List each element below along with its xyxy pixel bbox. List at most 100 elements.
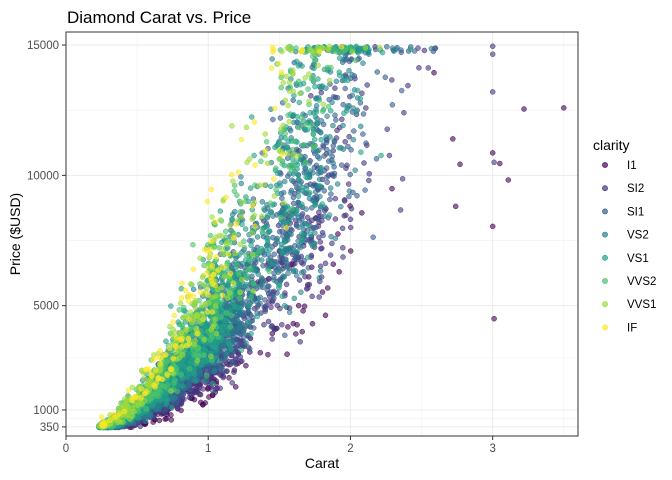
data-point — [264, 283, 271, 290]
data-point — [379, 49, 386, 56]
data-point — [285, 270, 291, 277]
data-point — [149, 377, 155, 384]
data-point — [264, 242, 270, 249]
data-point — [292, 248, 298, 254]
data-point — [249, 203, 256, 209]
data-point — [358, 149, 364, 155]
data-point — [330, 160, 336, 166]
data-point — [265, 276, 272, 282]
data-point — [318, 136, 324, 143]
data-point — [283, 220, 290, 226]
data-point — [296, 124, 303, 131]
data-point — [250, 280, 257, 287]
data-point — [347, 171, 353, 178]
data-point — [278, 126, 284, 133]
data-point — [457, 161, 463, 168]
data-point — [274, 302, 281, 309]
data-point — [205, 300, 212, 306]
data-point — [339, 225, 346, 232]
data-point — [168, 417, 175, 423]
data-point — [274, 239, 281, 245]
data-point — [267, 183, 274, 190]
data-point — [142, 418, 149, 424]
data-point — [246, 346, 253, 352]
data-point — [307, 110, 313, 116]
data-point — [293, 58, 300, 65]
data-point — [399, 176, 406, 182]
data-point — [334, 49, 340, 55]
data-point — [294, 207, 300, 214]
data-point — [264, 213, 271, 219]
data-point — [277, 182, 283, 189]
data-point — [296, 99, 303, 106]
data-point — [360, 60, 366, 66]
data-point — [299, 201, 305, 208]
data-point — [279, 250, 286, 257]
data-point — [521, 106, 527, 112]
data-point — [276, 282, 283, 288]
data-point — [222, 228, 229, 235]
data-point — [321, 188, 328, 194]
data-point — [268, 261, 275, 268]
data-point — [222, 353, 229, 359]
data-point — [339, 116, 345, 123]
data-point — [341, 198, 348, 204]
data-point — [273, 186, 279, 193]
data-point — [123, 400, 129, 406]
data-point — [288, 212, 295, 218]
data-point — [316, 97, 322, 103]
data-point — [338, 203, 344, 210]
data-point — [341, 77, 347, 84]
data-point — [242, 226, 249, 232]
data-point — [324, 113, 330, 119]
data-point — [325, 46, 331, 52]
data-point — [254, 299, 260, 305]
data-point — [452, 203, 459, 210]
data-point — [318, 169, 324, 176]
data-point — [328, 191, 334, 197]
data-point — [197, 371, 203, 377]
data-point — [272, 105, 278, 112]
data-point — [141, 375, 147, 382]
data-point — [185, 382, 192, 389]
data-point — [374, 69, 381, 75]
data-point — [298, 231, 305, 237]
data-point — [200, 401, 206, 408]
data-point — [316, 155, 322, 162]
data-point — [192, 337, 198, 344]
data-point — [250, 288, 257, 294]
data-point — [290, 88, 297, 95]
data-point — [357, 95, 364, 102]
data-point — [384, 43, 390, 50]
data-point — [363, 140, 369, 146]
data-point — [162, 409, 168, 416]
data-point — [431, 69, 437, 76]
data-point — [276, 60, 282, 67]
data-point — [291, 295, 298, 302]
data-point — [223, 310, 230, 316]
data-point — [297, 90, 303, 97]
data-point — [188, 359, 194, 366]
data-point — [307, 231, 314, 238]
data-point — [353, 109, 360, 115]
data-point — [377, 44, 383, 51]
data-point — [190, 286, 197, 293]
data-point — [249, 318, 256, 324]
data-point — [308, 93, 314, 99]
data-point — [279, 293, 286, 300]
data-point — [301, 258, 307, 264]
data-point — [265, 251, 272, 258]
data-point — [350, 136, 357, 143]
data-point — [497, 160, 503, 167]
data-point — [344, 103, 351, 109]
data-point — [326, 212, 333, 218]
data-point — [127, 416, 133, 422]
data-point — [254, 313, 261, 320]
data-point — [281, 178, 288, 185]
data-point — [283, 258, 289, 264]
data-point — [384, 126, 390, 132]
data-point — [156, 417, 163, 424]
data-point — [342, 85, 348, 92]
data-point — [230, 235, 237, 241]
